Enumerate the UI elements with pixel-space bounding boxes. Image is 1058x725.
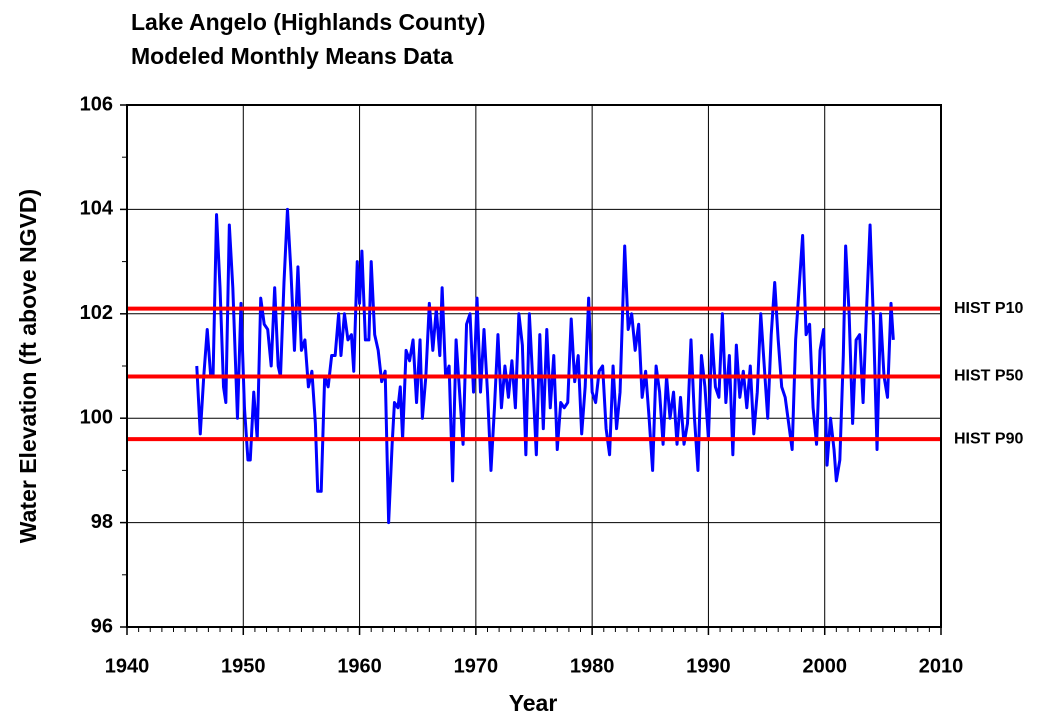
reference-label: HIST P50 [954,368,1023,385]
y-axis-label: Water Elevation (ft above NGVD) [15,189,41,543]
y-tick-label: 106 [80,93,113,115]
x-tick-label: 1950 [221,655,266,677]
x-axis-label: Year [509,690,558,716]
y-tick-label: 104 [80,198,114,220]
x-tick-label: 1990 [686,655,731,677]
x-tick-label: 1970 [454,655,499,677]
y-tick-label: 102 [80,302,113,324]
x-tick-label: 2010 [919,655,964,677]
x-tick-label: 1960 [337,655,382,677]
y-tick-label: 96 [91,615,113,637]
plot-frame [126,104,942,628]
chart-title: Lake Angelo (Highlands County) [131,9,485,35]
reference-label: HIST P10 [954,300,1023,317]
chart-subtitle: Modeled Monthly Means Data [131,43,453,69]
x-tick-label: 1980 [570,655,615,677]
x-tick-label: 2000 [802,655,847,677]
y-tick-label: 98 [91,511,113,533]
y-tick-label: 100 [80,406,113,428]
x-tick-label: 1940 [105,655,150,677]
data-line [195,207,895,525]
reference-label: HIST P90 [954,430,1023,447]
